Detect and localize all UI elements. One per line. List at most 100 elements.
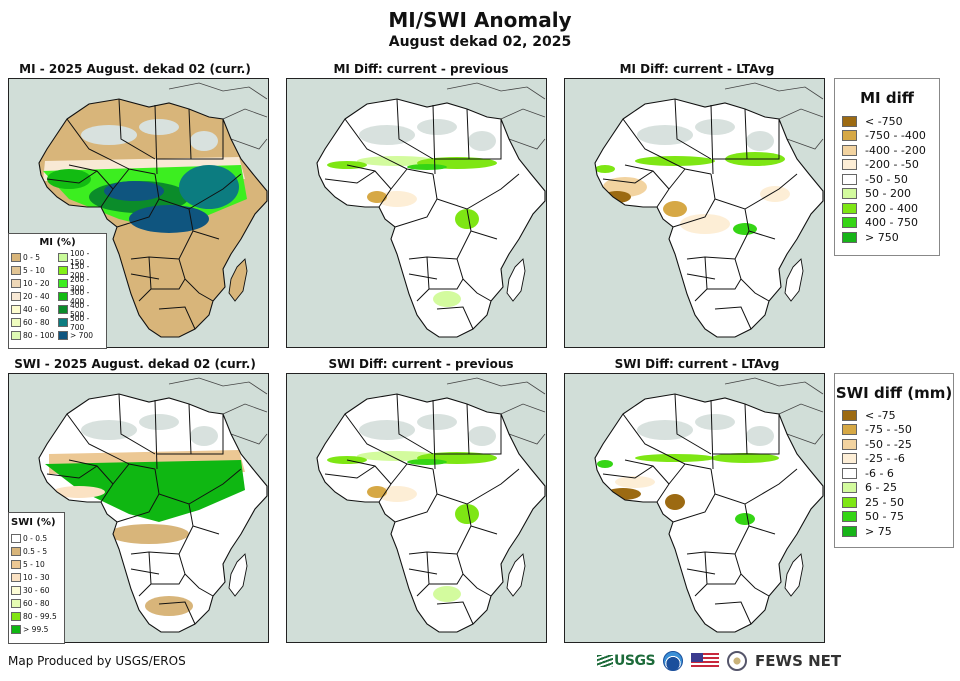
data-region [357, 451, 437, 461]
data-region [367, 486, 387, 498]
data-region [433, 291, 461, 307]
africa-map [316, 82, 546, 338]
usgs-wave-icon [597, 655, 613, 667]
mi-diff-legend-item: -750 - -400 [842, 129, 939, 144]
map-panel-mi-diff-lta [564, 78, 825, 348]
data-region [407, 164, 447, 170]
data-overlay [43, 115, 247, 299]
country-border [436, 601, 474, 625]
country-border [344, 118, 434, 175]
mi-diff-legend-swatch [842, 115, 857, 127]
country-border [396, 393, 434, 455]
country-border [154, 104, 158, 175]
country-border [394, 198, 438, 228]
map-panel-mi-curr [8, 78, 269, 348]
country-border [344, 413, 434, 470]
swi-percent-legend-item: 5 - 10 [11, 558, 64, 571]
country-border [707, 573, 742, 585]
swi-percent-legend-swatch [11, 573, 21, 582]
mi-percent-legend-item: 60 - 80 [11, 316, 58, 329]
country-border [734, 258, 770, 302]
country-border [686, 230, 750, 260]
data-region [468, 426, 496, 446]
swi-diff-legend-item: 50 - 75 [842, 510, 953, 525]
data-region [129, 205, 209, 233]
mi-diff-legend-label: -400 - -200 [865, 143, 926, 157]
africa-landmass [595, 394, 823, 632]
mi-percent-legend-label: 400 - 500 [69, 300, 90, 319]
country-border [158, 601, 196, 625]
country-border [118, 393, 156, 455]
africa-landmass [317, 99, 545, 337]
country-border [130, 230, 194, 260]
mi-percent-legend-label: 60 - 80 [23, 318, 50, 327]
swi-percent-legend-item: 0.5 - 5 [11, 545, 64, 558]
data-region [145, 596, 193, 616]
country-border [747, 119, 780, 160]
mi-percent-legend-swatch [11, 279, 21, 288]
mi-diff-legend-item: > 750 [842, 230, 939, 245]
africa-map [316, 377, 546, 633]
mi-diff-legend-item: 50 - 200 [842, 187, 939, 202]
country-border [116, 493, 160, 523]
mi-diff-legend-title: MI diff [860, 89, 914, 107]
country-border [178, 258, 214, 302]
swi-diff-legend-item: -25 - -6 [842, 452, 953, 467]
data-region [357, 156, 437, 166]
country-border [469, 119, 502, 160]
noaa-logo [663, 651, 684, 671]
swi-percent-legend-item: 60 - 80 [11, 597, 64, 610]
mi-percent-legend: MI (%) 0 - 5 5 - 10 10 - 20 20 - 40 40 - 60 6… [8, 233, 107, 349]
usgs-logo: USGS [597, 653, 656, 669]
data-region [359, 125, 415, 145]
swi-diff-legend-swatch [842, 511, 857, 523]
swi-diff-legend-swatch [842, 409, 857, 421]
mi-percent-legend-swatch [58, 331, 68, 340]
swi-diff-legend-item: -75 - -50 [842, 423, 953, 438]
data-region [81, 125, 137, 145]
mi-percent-legend-item: 5 - 10 [11, 264, 58, 277]
mi-diff-legend-item: < -750 [842, 114, 939, 129]
data-region [139, 119, 179, 135]
swi-percent-legend-label: 5 - 10 [23, 560, 45, 569]
swi-diff-legend-swatch [842, 453, 857, 465]
mi-percent-legend-item: 20 - 40 [11, 290, 58, 303]
swi-diff-legend-label: -25 - -6 [865, 452, 905, 466]
mi-percent-legend-swatch [11, 266, 21, 275]
country-border [686, 273, 716, 280]
country-border [432, 399, 436, 470]
mi-percent-legend-label: 5 - 10 [23, 266, 45, 275]
mi-diff-legend-item: 200 - 400 [842, 201, 939, 216]
mi-diff-legend-label: -750 - -400 [865, 129, 926, 143]
neighbor-coastline [446, 377, 546, 445]
map-panel-swi-diff-prev [286, 373, 547, 643]
data-region [109, 524, 189, 544]
swi-diff-legend: SWI diff (mm) < -75 -75 - -50 -50 - -25 -25… [834, 373, 954, 548]
swi-diff-legend-label: -50 - -25 [865, 437, 912, 451]
mi-diff-legend-swatch [842, 173, 857, 185]
africa-map [38, 82, 268, 338]
mi-percent-legend-label: 200 - 300 [69, 274, 90, 293]
neighbor-coastline [168, 82, 268, 150]
swi-percent-legend-swatch [11, 586, 21, 595]
data-region [680, 214, 730, 234]
swi-diff-legend-item: > 75 [842, 524, 953, 539]
mi-percent-legend-label: 10 - 20 [23, 279, 50, 288]
africa-coastline [594, 98, 824, 338]
swi-percent-legend: SWI (%) 0 - 0.5 0.5 - 5 5 - 10 10 - 30 30 - … [8, 512, 65, 644]
swi-percent-legend-item: 30 - 60 [11, 584, 64, 597]
footer-credit: Map Produced by USGS/EROS [8, 654, 186, 668]
swi-diff-legend-swatch [842, 525, 857, 537]
data-region [595, 165, 615, 173]
swi-diff-legend-label: < -75 [865, 408, 896, 422]
swi-diff-legend-item: 25 - 50 [842, 495, 953, 510]
country-border [747, 414, 780, 455]
data-region [603, 191, 631, 203]
mi-diff-legend-swatch [842, 202, 857, 214]
mi-percent-legend-item: 80 - 100 [11, 329, 58, 342]
country-border [191, 119, 224, 160]
mi-percent-legend-swatch [11, 318, 21, 327]
mi-percent-legend-label: 300 - 400 [69, 287, 90, 306]
mi-percent-legend-item: 500 - 700 [58, 314, 106, 332]
swi-percent-legend-item: > 99.5 [11, 623, 64, 636]
